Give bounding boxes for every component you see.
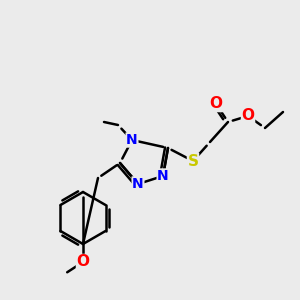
Text: N: N (157, 169, 169, 183)
Text: S: S (188, 154, 199, 169)
Text: O: O (209, 97, 223, 112)
Text: N: N (126, 133, 138, 147)
Text: O: O (242, 109, 254, 124)
Text: N: N (132, 177, 144, 191)
Text: O: O (76, 254, 89, 269)
